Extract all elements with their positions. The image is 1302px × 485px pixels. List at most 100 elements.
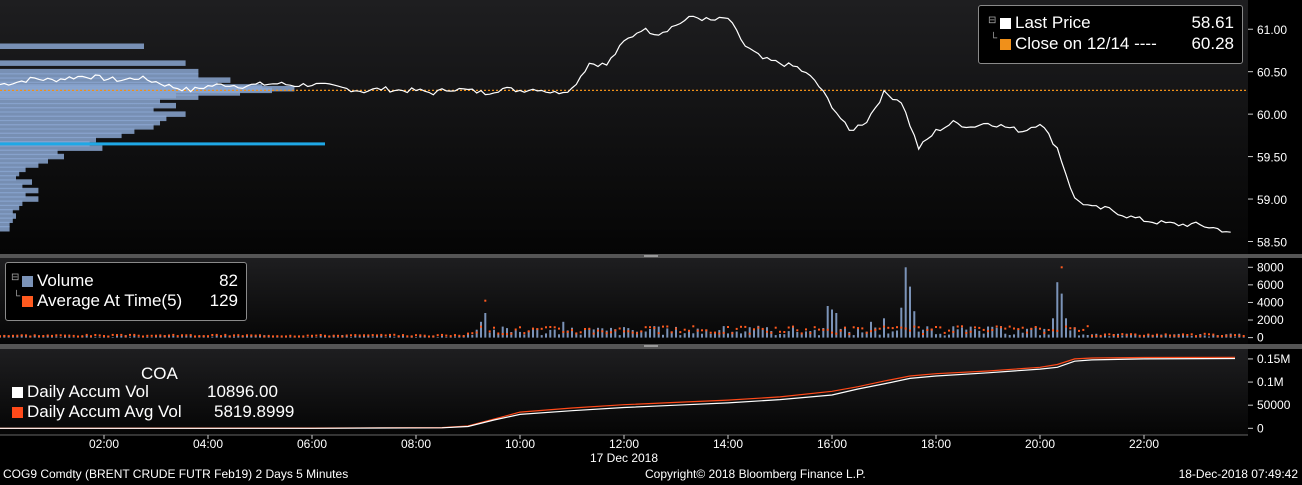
average-dot: [852, 326, 855, 329]
volume-bar: [696, 328, 699, 338]
average-dot: [497, 332, 500, 335]
volume-bar: [185, 336, 188, 338]
average-dot: [753, 328, 755, 331]
average-dot: [285, 335, 287, 338]
average-dot: [978, 326, 981, 329]
white-swatch-icon: [1000, 18, 1011, 30]
volume-bar: [1164, 334, 1167, 338]
average-dot: [822, 328, 825, 331]
average-dot: [709, 331, 712, 334]
xtick-label: 02:00: [89, 437, 119, 451]
average-dot: [887, 326, 890, 329]
average-dot: [59, 334, 62, 337]
volume-bar: [527, 331, 530, 338]
volume-bar: [562, 321, 565, 338]
volume-bar: [233, 336, 235, 338]
average-dot: [926, 329, 929, 331]
profile-bar: [0, 213, 16, 219]
average-dot: [354, 334, 357, 337]
average-dot: [150, 334, 153, 337]
collapse-icon[interactable]: ⊟: [988, 15, 997, 26]
average-dot: [324, 334, 326, 337]
accum-vol-line: [0, 357, 1236, 429]
average-dot: [718, 332, 721, 335]
average-dot: [657, 332, 660, 335]
average-dot: [389, 333, 391, 336]
volume-bar: [1082, 334, 1085, 338]
average-dot: [55, 334, 58, 337]
volume-bar: [250, 335, 253, 338]
volume-bar: [350, 336, 352, 338]
average-dot: [831, 331, 833, 334]
average-dot: [137, 334, 140, 337]
accum-avg-line: [0, 356, 1236, 429]
average-dot: [991, 329, 994, 331]
volume-bar: [835, 313, 838, 338]
volume-bar: [289, 336, 292, 338]
average-dot: [7, 335, 10, 338]
average-dot: [930, 328, 933, 331]
volume-bar: [302, 337, 305, 338]
average-dot: [1190, 333, 1193, 336]
average-dot: [311, 334, 313, 337]
average-dot: [649, 326, 651, 329]
average-dot: [956, 325, 959, 328]
volume-bar: [1134, 333, 1137, 338]
volume-bar: [588, 328, 591, 338]
average-dot: [280, 335, 283, 338]
coa-ytick-label: 50000: [1257, 398, 1291, 412]
volume-bar: [159, 335, 162, 338]
average-dot: [818, 328, 820, 331]
volume-bar: [59, 336, 62, 338]
volume-bar: [20, 335, 23, 338]
volume-bar: [1039, 335, 1041, 338]
volume-bar: [792, 326, 794, 338]
divider-handle[interactable]: [644, 255, 658, 257]
xtick-label: 08:00: [401, 437, 431, 451]
coa-panel-bg: [0, 349, 1248, 435]
volume-bar: [224, 335, 227, 338]
average-dot: [1000, 326, 1002, 329]
average-dot: [510, 332, 513, 335]
volume-bar: [129, 336, 131, 338]
volume-ytick-label: 2000: [1257, 313, 1284, 327]
footer-timestamp: 18-Dec-2018 07:49:42: [1178, 467, 1298, 481]
volume-bar: [666, 328, 669, 338]
volume-bar: [887, 333, 890, 338]
volume-bar: [558, 334, 560, 338]
average-dot: [228, 335, 231, 338]
volume-bar: [1021, 332, 1024, 338]
divider-handle[interactable]: [644, 345, 658, 347]
volume-bar: [753, 329, 755, 338]
average-dot: [29, 335, 32, 338]
average-dot: [805, 328, 807, 331]
volume-bar: [956, 329, 959, 338]
average-dot: [913, 325, 916, 328]
volume-bar: [566, 330, 569, 338]
profile-bar: [0, 166, 26, 173]
average-dot: [584, 328, 586, 330]
average-dot: [1225, 334, 1228, 337]
volume-bar: [995, 327, 998, 338]
average-dot: [779, 330, 781, 333]
average-dot: [701, 329, 703, 332]
average-dot: [306, 334, 309, 337]
volume-bar: [532, 328, 534, 338]
average-dot: [475, 331, 478, 334]
volume-bar: [900, 307, 903, 338]
average-dot: [462, 335, 465, 337]
average-dot: [1125, 334, 1128, 337]
volume-bar: [116, 335, 118, 338]
volume-bar: [904, 267, 907, 338]
tree-line-icon: └: [13, 291, 21, 302]
volume-bar: [267, 336, 270, 338]
last-price-line: [0, 15, 1231, 233]
volume-bar: [553, 329, 556, 338]
collapse-icon[interactable]: ⊟: [11, 272, 20, 283]
coa-ytick-label: 0.15M: [1257, 352, 1290, 366]
average-dot: [337, 334, 339, 337]
volume-bar: [523, 334, 526, 338]
profile-bar: [0, 200, 23, 206]
average-dot: [1156, 333, 1158, 336]
average-dot: [965, 332, 968, 334]
